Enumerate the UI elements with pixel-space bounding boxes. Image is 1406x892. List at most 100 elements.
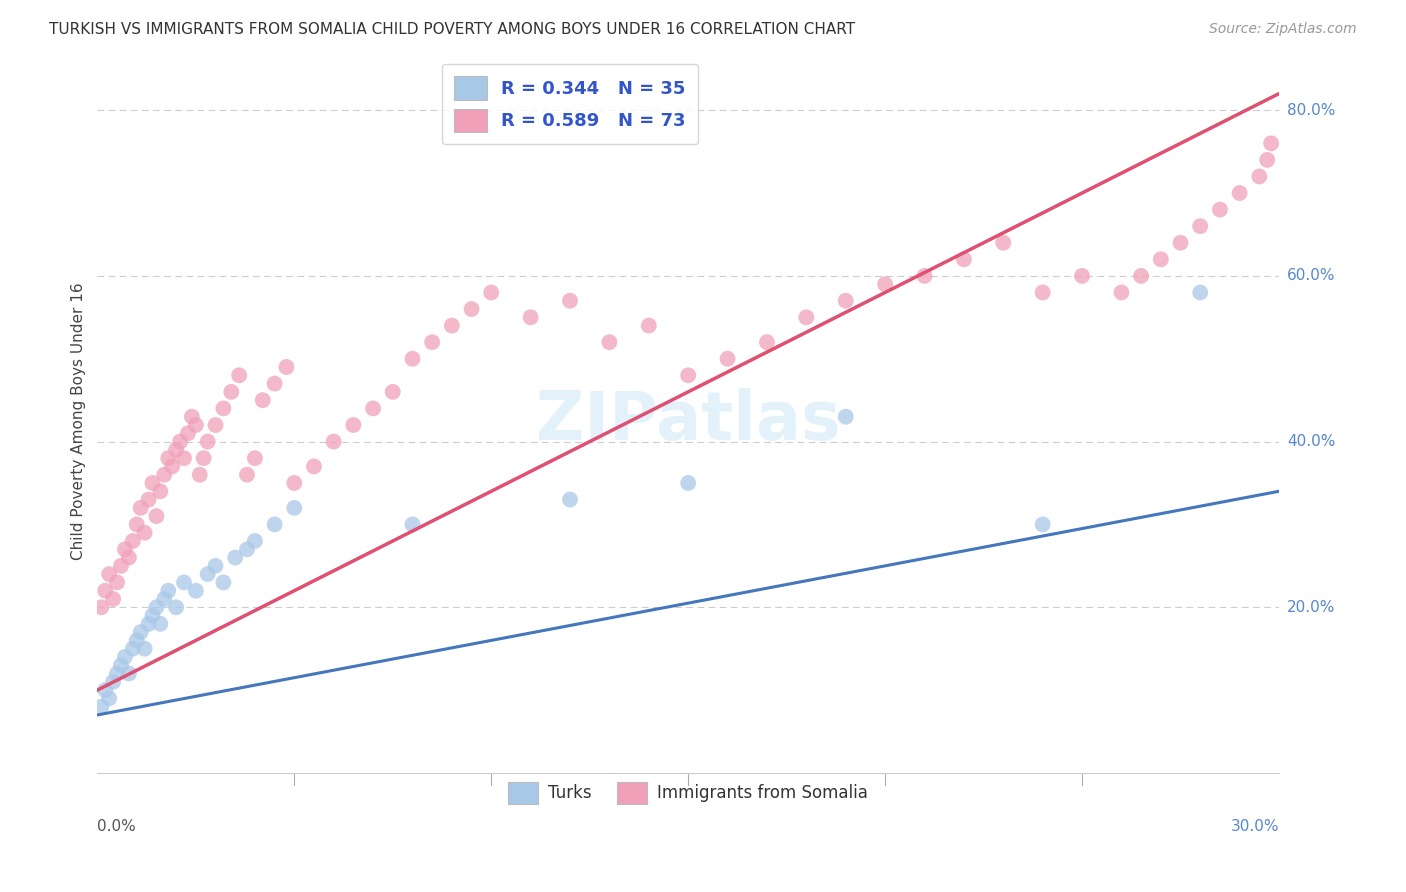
Point (479, 285, 502, 300)
Point (283, 500, 305, 515)
Point (252, 393, 274, 408)
Text: 40.0%: 40.0% (1286, 434, 1336, 449)
Point (1229, 186, 1251, 200)
Point (420, 335, 443, 350)
Point (94, 583, 117, 598)
Point (141, 475, 163, 490)
Point (173, 451, 195, 466)
Point (263, 517, 285, 532)
Point (1130, 268, 1153, 283)
Point (94, 683, 117, 698)
Point (141, 608, 163, 623)
Point (101, 674, 124, 689)
Text: 80.0%: 80.0% (1286, 103, 1336, 118)
Point (1189, 285, 1212, 300)
Point (219, 384, 242, 399)
Point (322, 434, 344, 449)
Point (243, 451, 266, 466)
Point (228, 368, 250, 383)
Point (302, 459, 325, 474)
Point (125, 633, 148, 648)
Point (118, 666, 141, 681)
Point (1111, 285, 1133, 300)
Text: TURKISH VS IMMIGRANTS FROM SOMALIA CHILD POVERTY AMONG BOYS UNDER 16 CORRELATION: TURKISH VS IMMIGRANTS FROM SOMALIA CHILD… (49, 22, 855, 37)
Text: 20.0%: 20.0% (1286, 599, 1336, 615)
Point (875, 277, 897, 292)
Point (121, 641, 143, 656)
Point (138, 492, 160, 507)
Text: 30.0%: 30.0% (1230, 819, 1279, 833)
Point (157, 451, 180, 466)
Point (134, 641, 156, 656)
Point (342, 417, 364, 432)
Point (676, 368, 699, 383)
Point (149, 616, 172, 631)
Point (105, 666, 128, 681)
Point (460, 301, 482, 316)
Point (993, 235, 1015, 250)
Point (129, 625, 152, 640)
Point (676, 475, 699, 490)
Point (224, 550, 246, 565)
Point (129, 500, 152, 515)
Point (138, 616, 160, 631)
Point (1249, 169, 1271, 184)
Point (1032, 285, 1054, 300)
Point (197, 567, 219, 582)
Y-axis label: Child Poverty Among Boys Under 16: Child Poverty Among Boys Under 16 (72, 282, 86, 559)
Point (101, 592, 124, 607)
Point (98, 567, 121, 582)
Point (125, 517, 148, 532)
Point (1150, 252, 1173, 267)
Point (401, 351, 423, 366)
Point (110, 658, 132, 673)
Point (204, 558, 226, 573)
Point (134, 525, 156, 540)
Point (1170, 235, 1192, 250)
Point (1209, 202, 1232, 217)
Point (114, 542, 136, 557)
Point (598, 335, 620, 350)
Point (173, 575, 195, 590)
Point (1071, 268, 1094, 283)
Text: Source: ZipAtlas.com: Source: ZipAtlas.com (1209, 22, 1357, 37)
Point (212, 575, 235, 590)
Point (1260, 136, 1282, 151)
Point (184, 583, 207, 598)
Point (188, 467, 211, 482)
Point (401, 517, 423, 532)
Point (755, 335, 778, 350)
Point (243, 533, 266, 548)
Point (121, 533, 143, 548)
Point (98, 691, 121, 706)
Point (110, 558, 132, 573)
Point (1189, 219, 1212, 234)
Point (794, 310, 817, 325)
Legend: R = 0.344   N = 35, R = 0.589   N = 73: R = 0.344 N = 35, R = 0.589 N = 73 (441, 63, 699, 145)
Point (193, 451, 215, 466)
Point (283, 475, 305, 490)
Point (1032, 517, 1054, 532)
Point (197, 434, 219, 449)
Point (440, 318, 463, 333)
Point (835, 293, 858, 308)
Point (204, 417, 226, 432)
Point (90, 600, 112, 615)
Point (118, 550, 141, 565)
Point (184, 417, 207, 432)
Point (157, 583, 180, 598)
Point (558, 492, 581, 507)
Point (149, 484, 172, 499)
Point (263, 376, 285, 391)
Point (105, 575, 128, 590)
Point (914, 268, 936, 283)
Point (160, 459, 183, 474)
Point (953, 252, 976, 267)
Point (835, 409, 858, 424)
Text: 60.0%: 60.0% (1286, 268, 1336, 284)
Point (716, 351, 738, 366)
Point (169, 434, 191, 449)
Point (276, 359, 298, 374)
Point (637, 318, 659, 333)
Point (177, 426, 200, 441)
